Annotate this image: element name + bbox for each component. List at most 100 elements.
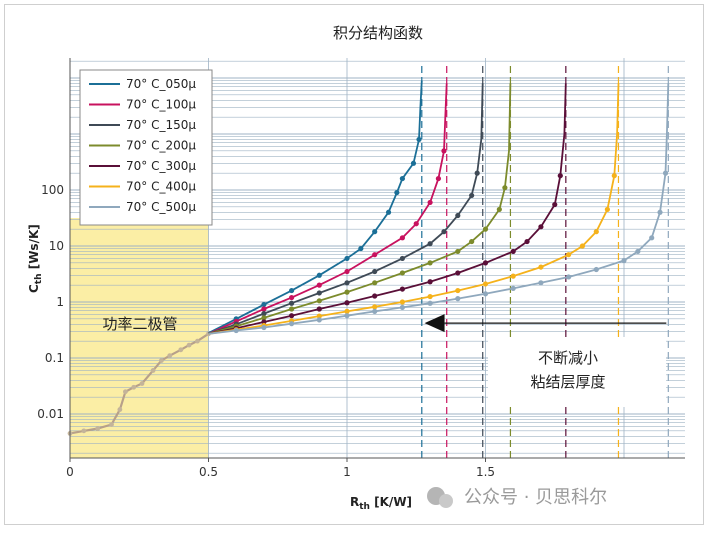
diode-point bbox=[95, 426, 101, 431]
diode-point bbox=[150, 368, 156, 373]
series-point bbox=[510, 273, 516, 279]
series-point bbox=[261, 319, 267, 325]
series-point bbox=[261, 324, 267, 331]
series-point bbox=[427, 199, 433, 206]
svg-text:公众号 · 贝思科尔: 公众号 · 贝思科尔 bbox=[464, 487, 607, 508]
legend-label: 70° C_050μ bbox=[126, 77, 196, 91]
series-point bbox=[579, 243, 586, 249]
series-point bbox=[289, 294, 295, 301]
series-point bbox=[316, 290, 322, 296]
series-point bbox=[455, 296, 461, 302]
x-tick-label: 0.5 bbox=[199, 465, 218, 479]
diode-highlight-region bbox=[70, 218, 209, 458]
series-point bbox=[510, 248, 516, 255]
annotation-line-2: 粘结层厚度 bbox=[530, 373, 605, 391]
y-tick-label: 0.1 bbox=[45, 351, 64, 365]
series-point bbox=[474, 170, 480, 176]
legend-label: 70° C_400μ bbox=[126, 180, 196, 194]
series-point bbox=[372, 293, 378, 299]
series-point bbox=[344, 289, 350, 295]
series-point bbox=[261, 306, 267, 312]
series-line bbox=[208, 83, 448, 335]
series-point bbox=[261, 301, 267, 308]
svg-text:Rth [K/W]: Rth [K/W] bbox=[350, 495, 412, 512]
y-tick-label: 10 bbox=[49, 239, 64, 253]
series-point bbox=[372, 252, 378, 258]
series-point bbox=[413, 221, 419, 227]
y-tick-label: 0.01 bbox=[37, 407, 64, 421]
series-point bbox=[316, 298, 322, 304]
series-point bbox=[261, 311, 267, 317]
series-point bbox=[593, 266, 599, 273]
series-point bbox=[344, 280, 350, 286]
series-point bbox=[611, 173, 617, 179]
series-point bbox=[358, 245, 364, 252]
series-point bbox=[455, 287, 461, 294]
annotation-box bbox=[488, 337, 666, 407]
series-point bbox=[455, 270, 461, 276]
svg-text:Cth [Ws/K]: Cth [Ws/K] bbox=[27, 224, 44, 293]
series-point bbox=[372, 268, 378, 275]
series-line bbox=[208, 83, 620, 335]
series-point bbox=[635, 248, 641, 255]
y-tick-label: 100 bbox=[41, 183, 64, 197]
series-point bbox=[372, 229, 378, 235]
diode-label: 功率二极管 bbox=[102, 315, 177, 333]
series-point bbox=[557, 173, 563, 179]
x-tick-label: 1 bbox=[343, 465, 351, 479]
y-tick-label: 1 bbox=[56, 295, 64, 309]
series-point bbox=[657, 209, 663, 215]
series-point bbox=[435, 175, 442, 182]
series-point bbox=[441, 148, 447, 154]
series-point bbox=[289, 287, 295, 294]
series-point bbox=[482, 291, 489, 297]
diode-point bbox=[81, 428, 87, 434]
legend-label: 70° C_100μ bbox=[126, 98, 196, 112]
series-point bbox=[416, 136, 422, 143]
series-point bbox=[316, 306, 322, 312]
series-point bbox=[394, 189, 400, 196]
svg-text:功率二极管: 功率二极管 bbox=[102, 315, 177, 333]
series-point bbox=[502, 185, 508, 191]
series-point bbox=[455, 212, 461, 219]
series-point bbox=[538, 224, 544, 230]
diode-point bbox=[131, 384, 137, 390]
diode-point bbox=[123, 389, 128, 395]
series-point bbox=[289, 313, 295, 319]
diode-point bbox=[109, 422, 114, 427]
series-point bbox=[289, 321, 295, 327]
series-line bbox=[208, 83, 512, 335]
series-point bbox=[344, 313, 350, 319]
series-point bbox=[593, 229, 599, 235]
annotation-arrow-head bbox=[424, 314, 445, 333]
series-point bbox=[662, 170, 669, 176]
series-point bbox=[344, 300, 350, 306]
legend-box bbox=[79, 69, 213, 226]
series-point bbox=[399, 299, 405, 305]
diode-point bbox=[186, 342, 192, 348]
x-tick-label: 1.5 bbox=[476, 465, 495, 479]
series-point bbox=[289, 306, 295, 312]
series-point bbox=[344, 268, 350, 275]
series-point bbox=[469, 192, 475, 199]
series-point bbox=[261, 315, 267, 321]
series-point bbox=[538, 264, 544, 270]
diode-point bbox=[167, 353, 173, 359]
series-point bbox=[649, 235, 655, 241]
annotation-line-1: 不断减小 bbox=[538, 349, 598, 367]
diode-point bbox=[117, 407, 123, 412]
series-line bbox=[208, 83, 567, 335]
series-point bbox=[482, 281, 489, 287]
series-point bbox=[410, 160, 417, 166]
series-point bbox=[552, 201, 558, 208]
series-point bbox=[496, 206, 502, 213]
series-point bbox=[316, 317, 322, 323]
x-tick-label: 0 bbox=[66, 465, 74, 479]
legend-label: 70° C_150μ bbox=[126, 118, 196, 132]
y-axis-label: Cth [Ws/K] bbox=[27, 224, 44, 293]
series-point bbox=[455, 248, 461, 255]
series-point bbox=[372, 280, 378, 286]
series-point bbox=[399, 235, 405, 241]
series-point bbox=[289, 300, 295, 306]
diode-point bbox=[178, 347, 184, 353]
